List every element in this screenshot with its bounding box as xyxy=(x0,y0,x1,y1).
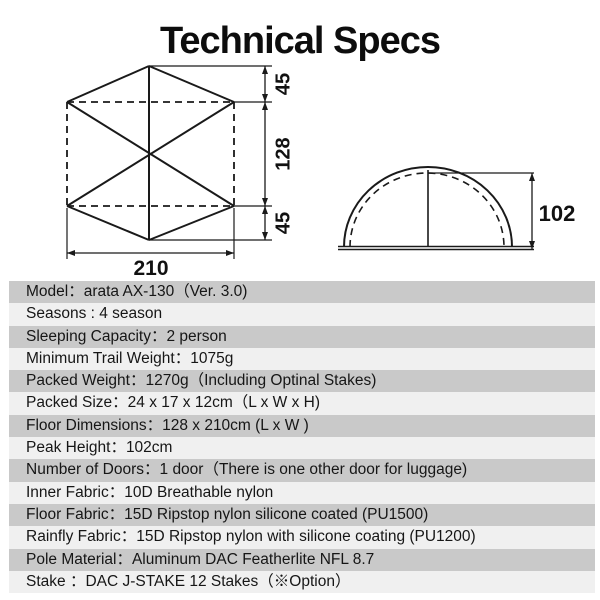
spec-row-stake: Stake ：DAC J-STAKE 12 Stakes（※Option） xyxy=(9,570,595,594)
dim-middle-128: 128 xyxy=(272,137,294,170)
floor-plan-diagram: 45 128 45 210 xyxy=(66,65,294,280)
right-dimension-arrows xyxy=(262,66,268,240)
side-view-diagram: 102 xyxy=(338,166,576,251)
spec-row-packed-weight: Packed Weight：1270g（Including Optinal St… xyxy=(9,370,595,393)
bottom-extension-lines xyxy=(66,208,235,259)
spec-row-pole-material: Pole Material：Aluminum DAC Featherlite N… xyxy=(9,548,595,571)
dim-top-45: 45 xyxy=(272,73,294,95)
spec-row-rainfly-fabric: Rainfly Fabric：15D Ripstop nylon with si… xyxy=(9,526,595,549)
spec-row-floor-dimensions: Floor Dimensions：128 x 210cm (L x W ) xyxy=(9,414,595,438)
spec-row-number-of-doors: Number of Doors：1 door（There is one othe… xyxy=(9,459,595,482)
ground-line xyxy=(338,245,534,251)
spec-list: Model：arata AX-130（Ver. 3.0) Seasons : 4… xyxy=(9,281,595,594)
right-extension-lines xyxy=(149,65,272,241)
technical-diagrams: 45 128 45 210 xyxy=(66,65,576,280)
bottom-dimension-arrows xyxy=(67,250,234,256)
spec-row-packed-size: Packed Size：24 x 17 x 12cm（L x W x H) xyxy=(9,392,595,415)
page-title: Technical Specs xyxy=(160,20,441,62)
spec-row-minimum-trail-weight: Minimum Trail Weight：1075g xyxy=(9,347,595,371)
spec-row-seasons: Seasons : 4 season xyxy=(9,303,595,326)
spec-row-model: Model：arata AX-130（Ver. 3.0) xyxy=(9,281,595,304)
spec-row-inner-fabric: Inner Fabric：10D Breathable nylon xyxy=(9,481,595,504)
spec-row-peak-height: Peak Height：102cm xyxy=(9,437,595,460)
height-dimension-arrows xyxy=(529,173,535,249)
dim-bottom-45: 45 xyxy=(272,212,294,234)
hexagon-solid-edges xyxy=(66,65,235,241)
hexagon-diagonals xyxy=(66,66,235,240)
dim-width-210: 210 xyxy=(133,257,168,280)
spec-row-sleeping-capacity: Sleeping Capacity：2 person xyxy=(9,325,595,348)
spec-row-floor-fabric: Floor Fabric：15D Ripstop nylon silicone … xyxy=(9,503,595,527)
dome-arc-solid xyxy=(343,166,513,248)
dim-height-102: 102 xyxy=(539,201,576,226)
